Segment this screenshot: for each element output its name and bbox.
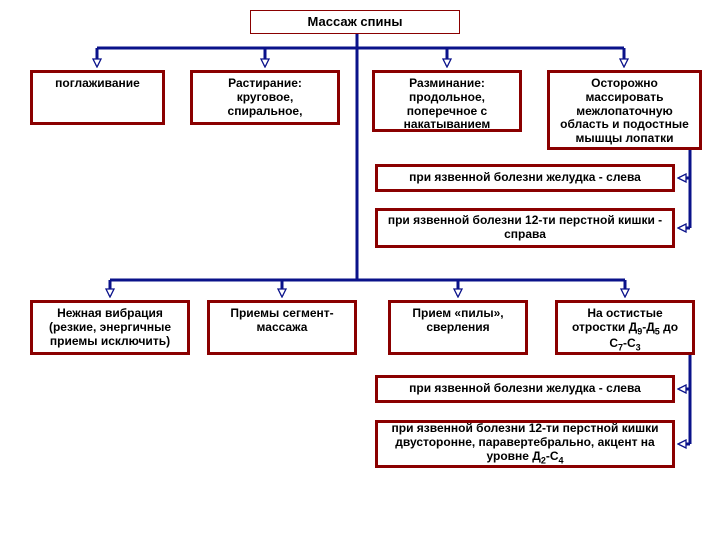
row2-node-0-label: Нежная вибрация (резкие, энергичные прие… (39, 307, 181, 348)
row1-node-1: Растирание: круговое, спиральное, (190, 70, 340, 125)
row2-node-1-label: Приемы сегмент-массажа (216, 307, 348, 335)
row2-cond-1-label: при язвенной болезни 12-ти перстной кишк… (384, 422, 666, 465)
row1-cond-1: при язвенной болезни 12-ти перстной кишк… (375, 208, 675, 248)
row1-node-0: поглаживание (30, 70, 165, 125)
title-box: Массаж спины (250, 10, 460, 34)
row1-node-2-label: Разминание: продольное, поперечное с нак… (381, 77, 513, 132)
row2-node-2: Прием «пилы», сверления (388, 300, 528, 355)
row2-cond-0-label: при язвенной болезни желудка - слева (409, 382, 641, 396)
row1-node-1-label: Растирание: круговое, спиральное, (199, 77, 331, 118)
row2-node-1: Приемы сегмент-массажа (207, 300, 357, 355)
row2-node-3-label: На остистые отростки Д9-Д5 до С7-С3 (564, 307, 686, 352)
row2-node-0: Нежная вибрация (резкие, энергичные прие… (30, 300, 190, 355)
row1-cond-0-label: при язвенной болезни желудка - слева (409, 171, 641, 185)
row1-node-3: Осторожно массировать межлопаточную обла… (547, 70, 702, 150)
row2-cond-0: при язвенной болезни желудка - слева (375, 375, 675, 403)
row1-node-2: Разминание: продольное, поперечное с нак… (372, 70, 522, 132)
row1-cond-0: при язвенной болезни желудка - слева (375, 164, 675, 192)
title-box-label: Массаж спины (308, 15, 403, 30)
row2-cond-1: при язвенной болезни 12-ти перстной кишк… (375, 420, 675, 468)
row2-node-2-label: Прием «пилы», сверления (397, 307, 519, 335)
row2-node-3: На остистые отростки Д9-Д5 до С7-С3 (555, 300, 695, 355)
row1-node-3-label: Осторожно массировать межлопаточную обла… (556, 77, 693, 146)
row1-cond-1-label: при язвенной болезни 12-ти перстной кишк… (384, 214, 666, 242)
row1-node-0-label: поглаживание (55, 77, 140, 91)
